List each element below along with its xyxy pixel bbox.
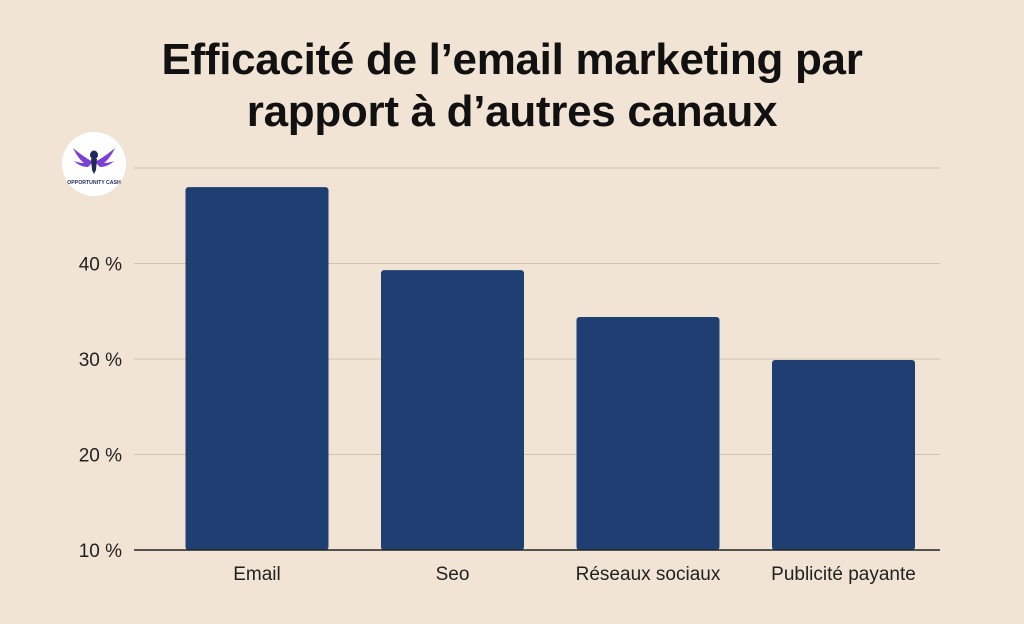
logo-text: OPPORTUNITY CASH — [67, 180, 121, 186]
bar-2 — [576, 316, 720, 550]
bar-1 — [381, 270, 524, 550]
brand-logo: OPPORTUNITY CASH — [62, 132, 126, 196]
bars — [185, 187, 915, 550]
y-tick-label: 30 % — [79, 350, 122, 371]
x-tick-label: Email — [233, 564, 281, 585]
y-tick-label: 10 % — [79, 541, 122, 562]
eagle-icon: OPPORTUNITY CASH — [67, 148, 121, 186]
labels: 10 % 20 % 30 % 40 % Email Seo Réseaux sociaux P… — [79, 255, 916, 586]
bar-0 — [185, 187, 329, 550]
x-tick-label: Réseaux sociaux — [576, 564, 721, 585]
y-tick-label: 20 % — [79, 446, 122, 467]
x-tick-label: Publicité payante — [771, 564, 916, 585]
bar-3 — [772, 359, 915, 550]
chart-title-line-1: Efficacité de l’email marketing par — [161, 35, 863, 84]
chart-title: Efficacité de l’email marketing par rapp… — [0, 34, 1024, 138]
chart-title-line-2: rapport à d’autres canaux — [246, 87, 778, 136]
y-tick-label: 40 % — [79, 255, 122, 276]
x-tick-label: Seo — [436, 564, 470, 585]
